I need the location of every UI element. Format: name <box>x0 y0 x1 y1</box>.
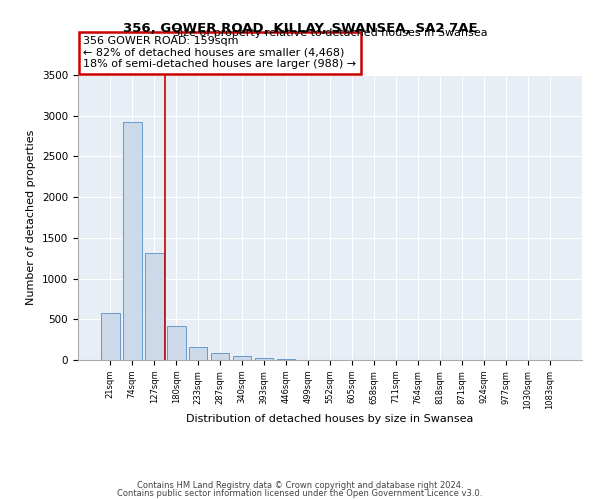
Bar <box>167 326 185 360</box>
Bar <box>123 122 142 360</box>
Bar <box>145 254 164 360</box>
Bar <box>255 358 274 360</box>
Text: 356, GOWER ROAD, KILLAY, SWANSEA, SA2 7AE: 356, GOWER ROAD, KILLAY, SWANSEA, SA2 7A… <box>122 22 478 35</box>
Bar <box>277 359 295 360</box>
Bar <box>189 346 208 360</box>
Title: Size of property relative to detached houses in Swansea: Size of property relative to detached ho… <box>173 28 487 38</box>
Bar <box>101 313 119 360</box>
Text: Contains HM Land Registry data © Crown copyright and database right 2024.: Contains HM Land Registry data © Crown c… <box>137 481 463 490</box>
Text: 356 GOWER ROAD: 159sqm
← 82% of detached houses are smaller (4,468)
18% of semi-: 356 GOWER ROAD: 159sqm ← 82% of detached… <box>83 36 356 70</box>
Y-axis label: Number of detached properties: Number of detached properties <box>26 130 37 305</box>
X-axis label: Distribution of detached houses by size in Swansea: Distribution of detached houses by size … <box>187 414 473 424</box>
Bar <box>211 353 229 360</box>
Text: Contains public sector information licensed under the Open Government Licence v3: Contains public sector information licen… <box>118 488 482 498</box>
Bar <box>233 356 251 360</box>
